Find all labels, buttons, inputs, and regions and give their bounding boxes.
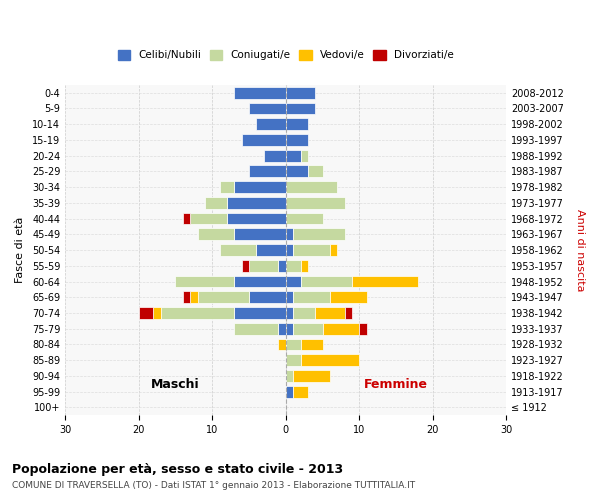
Bar — [286, 276, 301, 287]
Bar — [235, 181, 286, 193]
Bar — [286, 244, 293, 256]
Text: Femmine: Femmine — [364, 378, 428, 392]
Bar — [139, 307, 154, 319]
Bar — [344, 307, 352, 319]
Bar — [190, 212, 227, 224]
Bar — [286, 354, 301, 366]
Bar — [301, 276, 352, 287]
Bar — [205, 197, 227, 209]
Bar — [220, 244, 256, 256]
Bar — [293, 386, 308, 398]
Bar — [323, 323, 359, 334]
Bar — [249, 292, 286, 303]
Bar — [293, 307, 315, 319]
Bar — [183, 212, 190, 224]
Bar — [293, 370, 330, 382]
Bar — [286, 307, 293, 319]
Text: Maschi: Maschi — [151, 378, 200, 392]
Bar — [183, 292, 190, 303]
Bar — [286, 150, 301, 162]
Bar — [330, 292, 367, 303]
Bar — [315, 307, 344, 319]
Bar — [301, 354, 359, 366]
Bar — [161, 307, 235, 319]
Bar — [352, 276, 418, 287]
Bar — [301, 150, 308, 162]
Bar — [197, 228, 235, 240]
Bar — [286, 181, 337, 193]
Bar — [293, 228, 344, 240]
Bar — [235, 228, 286, 240]
Bar — [286, 166, 308, 177]
Bar — [293, 244, 330, 256]
Bar — [293, 292, 330, 303]
Y-axis label: Anni di nascita: Anni di nascita — [575, 209, 585, 292]
Bar — [308, 166, 323, 177]
Bar — [256, 244, 286, 256]
Bar — [249, 260, 278, 272]
Bar — [227, 197, 286, 209]
Bar — [278, 323, 286, 334]
Bar — [154, 307, 161, 319]
Text: COMUNE DI TRAVERSELLA (TO) - Dati ISTAT 1° gennaio 2013 - Elaborazione TUTTITALI: COMUNE DI TRAVERSELLA (TO) - Dati ISTAT … — [12, 481, 415, 490]
Bar — [286, 102, 315, 115]
Bar — [301, 260, 308, 272]
Bar — [286, 87, 315, 99]
Bar — [293, 323, 323, 334]
Legend: Celibi/Nubili, Coniugati/e, Vedovi/e, Divorziati/e: Celibi/Nubili, Coniugati/e, Vedovi/e, Di… — [115, 47, 457, 64]
Bar — [264, 150, 286, 162]
Bar — [235, 276, 286, 287]
Bar — [249, 102, 286, 115]
Bar — [220, 181, 235, 193]
Y-axis label: Fasce di età: Fasce di età — [15, 217, 25, 283]
Bar — [235, 323, 278, 334]
Bar — [286, 292, 293, 303]
Bar — [227, 212, 286, 224]
Bar — [286, 212, 323, 224]
Bar — [235, 87, 286, 99]
Bar — [278, 338, 286, 350]
Bar — [242, 260, 249, 272]
Bar — [286, 197, 344, 209]
Bar — [286, 260, 301, 272]
Bar — [301, 338, 323, 350]
Bar — [286, 323, 293, 334]
Bar — [249, 166, 286, 177]
Bar — [278, 260, 286, 272]
Bar — [359, 323, 367, 334]
Bar — [286, 338, 301, 350]
Bar — [242, 134, 286, 146]
Bar — [286, 134, 308, 146]
Bar — [197, 292, 249, 303]
Bar — [330, 244, 337, 256]
Bar — [190, 292, 197, 303]
Bar — [286, 118, 308, 130]
Bar — [286, 370, 293, 382]
Bar — [235, 307, 286, 319]
Bar — [175, 276, 235, 287]
Bar — [286, 228, 293, 240]
Text: Popolazione per età, sesso e stato civile - 2013: Popolazione per età, sesso e stato civil… — [12, 462, 343, 475]
Bar — [286, 386, 293, 398]
Bar — [256, 118, 286, 130]
